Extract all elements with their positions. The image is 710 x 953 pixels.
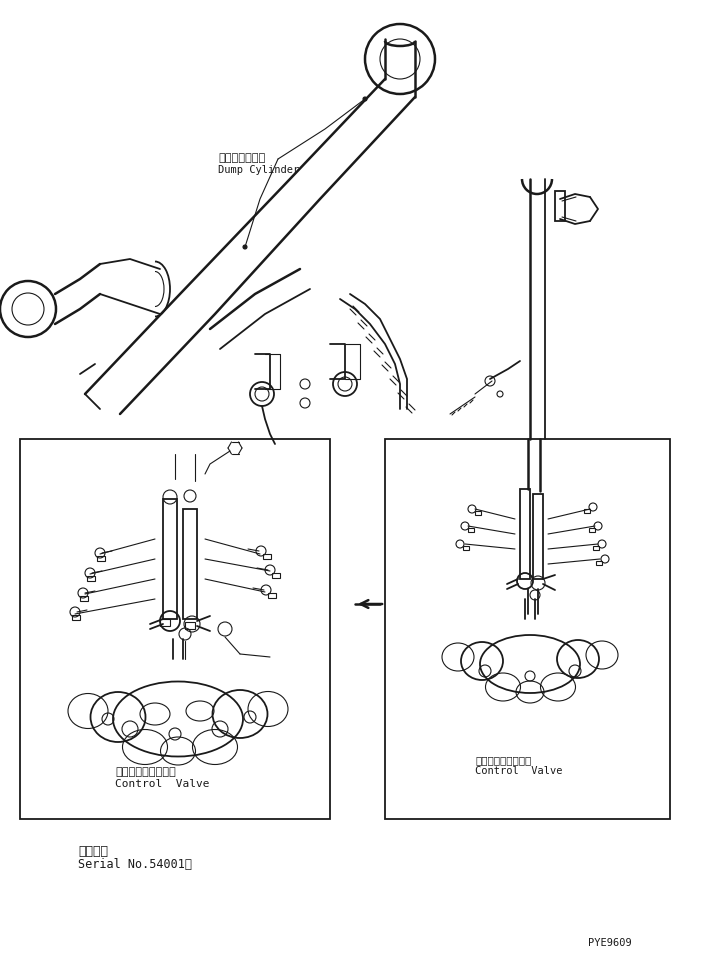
Bar xyxy=(533,495,543,579)
Text: Serial No.54001～: Serial No.54001～ xyxy=(78,857,192,870)
Bar xyxy=(468,529,474,533)
Bar xyxy=(80,597,88,601)
Bar xyxy=(20,439,330,820)
Text: コントロールバルブ: コントロールバルブ xyxy=(475,754,531,764)
Bar xyxy=(97,557,105,561)
Bar xyxy=(72,616,80,620)
Bar xyxy=(87,577,95,581)
Bar xyxy=(596,561,602,565)
Bar xyxy=(263,555,271,559)
Bar xyxy=(463,546,469,551)
Bar xyxy=(268,594,276,598)
Bar xyxy=(593,546,599,551)
Bar xyxy=(183,510,197,619)
Text: Control  Valve: Control Valve xyxy=(115,779,209,788)
Bar xyxy=(163,499,177,619)
Bar xyxy=(555,192,565,222)
Text: ダンプシリンダ: ダンプシリンダ xyxy=(218,152,266,163)
Bar xyxy=(520,490,530,579)
Circle shape xyxy=(363,98,367,102)
Bar xyxy=(385,439,670,820)
Bar xyxy=(272,574,280,578)
Bar xyxy=(475,512,481,516)
Bar xyxy=(584,510,590,514)
Text: コントロールバルブ: コントロールバルブ xyxy=(115,766,176,776)
Text: Dump Cylinder: Dump Cylinder xyxy=(218,165,299,174)
Bar xyxy=(185,622,195,629)
Text: 適用号機: 適用号機 xyxy=(78,844,108,857)
Bar xyxy=(160,619,170,626)
Text: PYE9609: PYE9609 xyxy=(588,937,632,947)
Circle shape xyxy=(243,246,247,250)
Text: Control  Valve: Control Valve xyxy=(475,765,562,775)
Bar xyxy=(589,529,595,533)
